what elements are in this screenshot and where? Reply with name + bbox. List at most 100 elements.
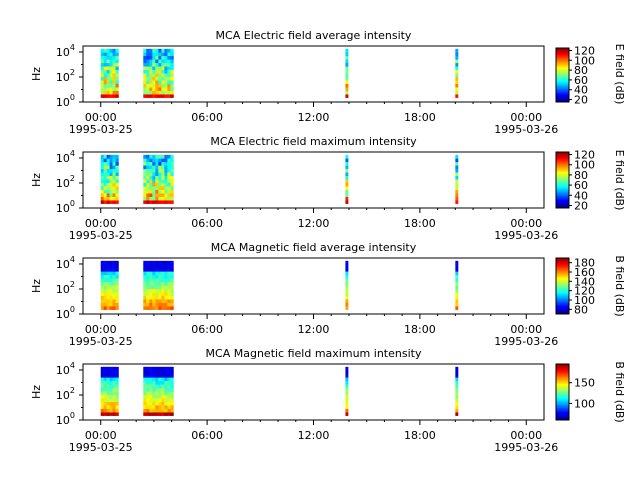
heatmap-cell	[106, 408, 110, 413]
heatmap-cell	[149, 196, 153, 201]
heatmap-cell	[112, 161, 116, 166]
heatmap-cell	[170, 302, 174, 307]
heatmap-cell	[164, 260, 168, 265]
heatmap-cell	[158, 384, 162, 389]
heatmap-cell	[146, 299, 150, 303]
heatmap-cell	[143, 90, 147, 95]
heatmap-cell	[149, 165, 153, 170]
y-tick-exponent: 4	[70, 255, 75, 264]
heatmap-cell	[115, 186, 119, 190]
heatmap-cell	[149, 175, 153, 180]
heatmap-cell	[143, 271, 147, 276]
heatmap-cell	[149, 161, 153, 166]
heatmap-cell	[112, 267, 116, 272]
heatmap-cell	[164, 186, 168, 190]
heatmap-cell	[152, 412, 156, 416]
colorbar-segment	[556, 294, 569, 297]
heatmap-cell	[149, 80, 153, 84]
colorbar-segment	[556, 201, 569, 203]
heatmap-cell	[103, 391, 107, 396]
heatmap-cell	[112, 196, 116, 201]
heatmap-cell	[106, 80, 110, 84]
heatmap-cell	[146, 366, 150, 371]
colorbar-segment	[556, 87, 569, 89]
heatmap-cell	[155, 69, 159, 74]
heatmap-cell	[106, 182, 110, 187]
heatmap-cell	[455, 264, 459, 269]
heatmap-cell	[103, 299, 107, 303]
heatmap-cell	[345, 394, 349, 399]
heatmap-cell	[106, 373, 110, 378]
heatmap-cell	[345, 412, 349, 416]
heatmap-cell	[115, 377, 119, 382]
heatmap-cell	[149, 179, 153, 184]
heatmap-cell	[146, 267, 150, 272]
heatmap-cell	[167, 94, 171, 98]
heatmap-cell	[103, 370, 107, 375]
heatmap-cell	[149, 292, 153, 296]
heatmap-cell	[155, 73, 159, 78]
heatmap-cell	[115, 394, 119, 399]
heatmap-cell	[158, 391, 162, 396]
heatmap-cell	[167, 398, 171, 402]
heatmap-cell	[455, 62, 459, 67]
heatmap-cell	[149, 193, 153, 197]
heatmap-cell	[161, 267, 165, 272]
heatmap-cell	[155, 285, 159, 290]
heatmap-cell	[112, 193, 116, 197]
heatmap-cell	[106, 295, 110, 300]
x-tick-label: 06:00	[191, 217, 223, 230]
heatmap-cell	[170, 55, 174, 60]
date-label-left: 1995-03-25	[69, 441, 133, 454]
heatmap-cell	[115, 292, 119, 296]
heatmap-cell	[100, 175, 104, 180]
heatmap-cell	[103, 154, 107, 159]
heatmap-cell	[170, 271, 174, 276]
heatmap-cell	[167, 288, 171, 293]
heatmap-cell	[115, 168, 119, 173]
heatmap-cell	[345, 295, 349, 300]
heatmap-cell	[167, 87, 171, 91]
heatmap-cell	[345, 274, 349, 279]
heatmap-cell	[115, 408, 119, 413]
heatmap-cell	[100, 154, 104, 159]
heatmap-cell	[149, 66, 153, 71]
heatmap-cell	[158, 172, 162, 177]
heatmap-cell	[164, 306, 168, 310]
heatmap-cell	[345, 285, 349, 290]
heatmap-cell	[103, 69, 107, 74]
heatmap-cell	[143, 380, 147, 385]
heatmap-cell	[115, 83, 119, 88]
heatmap-cell	[152, 154, 156, 159]
heatmap-cell	[103, 189, 107, 194]
heatmap-cell	[158, 387, 162, 392]
colorbar-segment	[556, 293, 569, 295]
colorbar-segment	[556, 269, 569, 272]
colorbar-segment	[556, 203, 569, 206]
y-tick-label: 104	[56, 255, 75, 271]
heatmap-cell	[143, 288, 147, 293]
heatmap-cell	[170, 377, 174, 382]
heatmap-cell	[106, 73, 110, 78]
heatmap-cell	[345, 165, 349, 170]
heatmap-cell	[112, 306, 116, 310]
heatmap-cell	[103, 394, 107, 399]
colorbar-segment	[556, 283, 569, 286]
colorbar-segment	[556, 290, 569, 293]
heatmap-cell	[170, 380, 174, 385]
colorbar-tick-label: 60	[574, 74, 588, 87]
heatmap-cell	[158, 377, 162, 382]
heatmap-cell	[152, 172, 156, 177]
heatmap-cell	[164, 76, 168, 81]
colorbar-segment	[556, 309, 569, 312]
colorbar-segment	[556, 160, 569, 163]
colorbar-segment	[556, 281, 569, 284]
heatmap-cell	[115, 278, 119, 283]
heatmap-cell	[345, 172, 349, 177]
heatmap-cell	[109, 168, 113, 173]
heatmap-cell	[106, 264, 110, 269]
colorbar-segment	[556, 166, 569, 168]
heatmap-cell	[155, 405, 159, 409]
heatmap-cell	[167, 168, 171, 173]
heatmap-cell	[143, 260, 147, 265]
